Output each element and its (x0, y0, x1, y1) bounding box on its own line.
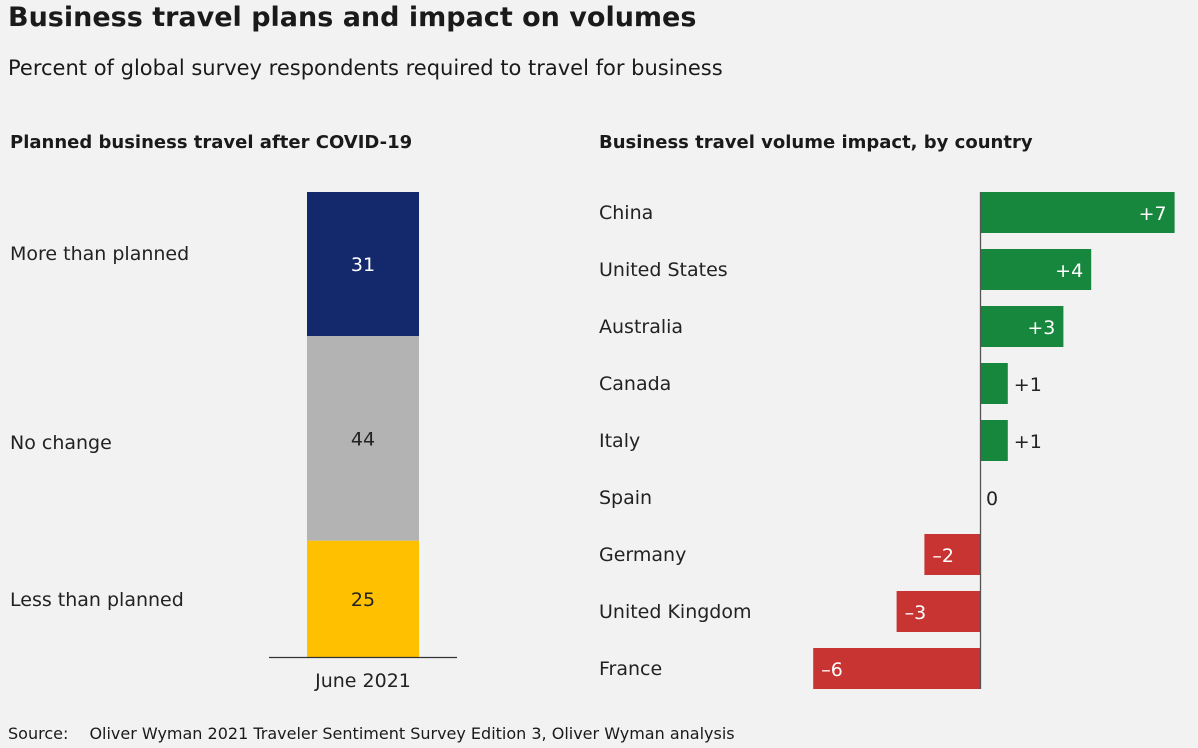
country-label: United Kingdom (599, 601, 752, 623)
bar-united-kingdom (896, 591, 980, 632)
country-label: Australia (599, 316, 683, 338)
data-label: –6 (821, 659, 843, 681)
segment-label-2: 25 (351, 589, 375, 611)
data-label: +3 (1027, 317, 1055, 339)
data-label: +4 (1055, 260, 1083, 282)
bar-australia (980, 306, 1064, 347)
segment-label-0: 31 (351, 254, 375, 276)
source-label: Source: (8, 724, 69, 743)
x-tick-label: June 2021 (314, 670, 411, 692)
bar-france (813, 648, 980, 689)
country-label: Spain (599, 487, 652, 509)
stacked-segment-2 (307, 540, 419, 657)
country-label: Germany (599, 544, 686, 566)
bar-germany (924, 534, 980, 575)
country-label: China (599, 202, 653, 224)
source-text: Oliver Wyman 2021 Traveler Sentiment Sur… (89, 724, 735, 743)
legend-no-change: No change (10, 432, 112, 454)
bar-italy (980, 420, 1008, 461)
country-label: United States (599, 259, 728, 281)
country-label: Canada (599, 373, 671, 395)
data-label: +1 (1014, 374, 1042, 396)
data-label: –3 (905, 602, 927, 624)
country-label: Italy (599, 430, 640, 452)
legend-less-than-planned: Less than planned (10, 589, 184, 611)
country-label: France (599, 658, 662, 680)
data-label: –2 (932, 545, 954, 567)
right-panel-title: Business travel volume impact, by countr… (599, 132, 1033, 153)
bar-united-states (980, 249, 1092, 290)
segment-label-1: 44 (351, 428, 375, 450)
bar-china (980, 192, 1175, 233)
stacked-segment-1 (307, 336, 419, 541)
left-panel-title: Planned business travel after COVID-19 (10, 132, 413, 153)
data-label: +7 (1139, 203, 1167, 225)
source-note: Source: Oliver Wyman 2021 Traveler Senti… (8, 724, 735, 743)
chart-subtitle: Percent of global survey respondents req… (8, 56, 723, 80)
legend-more-than-planned: More than planned (10, 243, 190, 265)
bar-canada (980, 363, 1008, 404)
chart-title: Business travel plans and impact on volu… (8, 2, 697, 33)
data-label: +1 (1014, 431, 1042, 453)
stacked-segment-0 (307, 192, 419, 337)
data-label: 0 (986, 488, 998, 510)
